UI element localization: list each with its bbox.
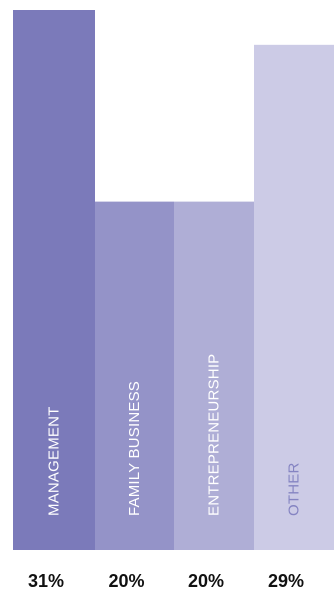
- bar-management: [13, 10, 95, 550]
- bars-group: [13, 10, 334, 550]
- value-label: 31%: [28, 571, 64, 591]
- category-label: FAMILY BUSINESS: [126, 381, 143, 516]
- category-labels-group: MANAGEMENT FAMILY BUSINESS ENTREPRENEURSHI…: [46, 354, 303, 516]
- category-label: OTHER: [286, 463, 303, 517]
- category-label: ENTREPRENEURSHIP: [206, 354, 223, 516]
- category-label: MANAGEMENT: [46, 406, 63, 516]
- bar-family-business: [95, 201, 174, 550]
- bar-other: [254, 44, 334, 550]
- value-labels-group: 31% 20% 20% 29%: [28, 571, 304, 591]
- value-label: 29%: [268, 571, 304, 591]
- bar-entrepreneurship: [174, 201, 254, 550]
- value-label: 20%: [108, 571, 144, 591]
- value-label: 20%: [188, 571, 224, 591]
